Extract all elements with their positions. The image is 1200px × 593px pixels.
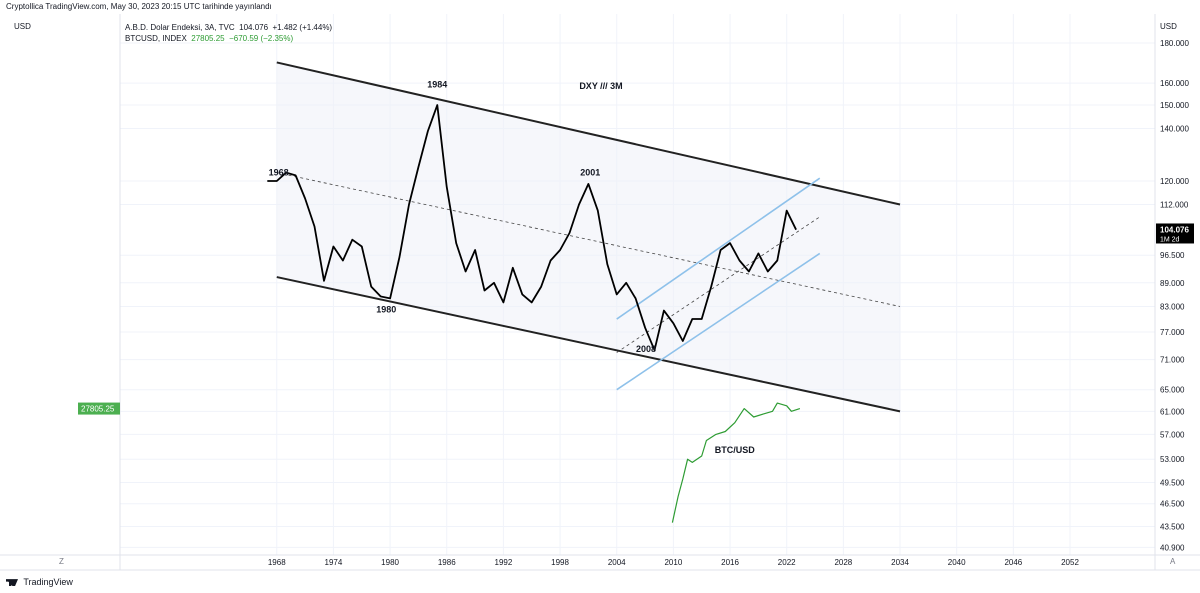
series2-legend[interactable]: BTCUSD, INDEX 27805.25 −670.59 (−2.35%) [125,34,293,43]
z-button[interactable]: Z [59,557,64,566]
currency-label-right: USD [1160,22,1177,31]
x-tick-label: 2052 [1061,558,1079,567]
outer-channel-upper [276,61,901,206]
channel-group [276,61,901,413]
x-tick-label: 1968 [268,558,286,567]
y-tick-label: 180.000 [1160,39,1189,48]
btc-price-badge-value: 27805.25 [81,405,115,414]
x-tick-label: 2028 [834,558,852,567]
y-tick-label: 77.000 [1160,328,1185,337]
series2-name: BTCUSD, INDEX [125,34,187,43]
x-tick-label: 2016 [721,558,739,567]
x-tick-label: 2004 [608,558,626,567]
btc-series-line [671,402,801,523]
y-tick-label: 89.000 [1160,279,1185,288]
inner-channel-lower [616,252,821,391]
price-axis[interactable]: 180.000 160.000 150.000 140.000 120.000 112.0… [1160,39,1189,552]
currency-label-left: USD [14,22,31,31]
x-tick-label: 2022 [778,558,796,567]
y-tick-label: 96.500 [1160,251,1185,260]
y-tick-label: 49.500 [1160,478,1185,487]
x-tick-label: 2034 [891,558,909,567]
annotation-label: 2008 [636,344,656,354]
y-tick-label: 140.000 [1160,125,1189,134]
annotation-label: 1980 [376,305,396,315]
series1-legend[interactable]: A.B.D. Dolar Endeksi, 3A, TVC 104.076 +1… [125,23,332,32]
y-tick-label: 61.000 [1160,407,1185,416]
series2-change: −670.59 (−2.35%) [229,34,294,43]
series-group [267,104,801,523]
x-tick-label: 1980 [381,558,399,567]
series1-change: +1.482 (+1.44%) [272,23,333,32]
series1-name: A.B.D. Dolar Endeksi, 3A, TVC [125,23,235,32]
y-tick-label: 83.000 [1160,303,1185,312]
series2-value: 27805.25 [191,34,225,43]
annotation-label: BTC/USD [715,445,755,455]
tradingview-brand: TradingView [23,577,73,587]
inner-channel-upper [616,177,821,320]
dxy-price-badge [1156,223,1194,244]
btc-price-badge [78,402,120,415]
y-tick-label: 43.500 [1160,522,1185,531]
x-tick-label: 2040 [948,558,966,567]
x-tick-label: 1986 [438,558,456,567]
annotation-label: 1984 [427,79,447,89]
outer-channel-midline [276,172,901,307]
dxy-series-line [267,104,797,352]
y-tick-label: 46.500 [1160,500,1185,509]
y-tick-label: 120.000 [1160,177,1189,186]
chart-title: DXY /// 3M [579,81,622,91]
y-tick-label: 71.000 [1160,356,1185,365]
x-tick-label: 2010 [664,558,682,567]
auto-scale-button[interactable]: A [1170,557,1176,566]
y-tick-label: 57.000 [1160,430,1185,439]
inner-channel-midline [616,216,820,353]
annotation-group: 1968 1984 1980 2001 2008 BTC/USD [269,79,756,454]
y-tick-label: 112.000 [1160,201,1189,210]
channel-fill [276,62,901,412]
y-tick-label: 65.000 [1160,386,1185,395]
price-badges: 104.076 1M 2d 27805.25 [78,223,1194,415]
x-tick-label: 1998 [551,558,569,567]
tradingview-logo: TradingView [6,577,73,587]
tradingview-logo-icon [6,579,18,587]
y-tick-label: 40.900 [1160,543,1185,552]
outer-channel-lower [276,276,901,413]
publisher-text: Cryptollica TradingView.com, May 30, 202… [6,2,272,11]
x-tick-label: 1992 [495,558,513,567]
x-tick-label: 2046 [1004,558,1022,567]
time-axis[interactable]: 1968 1974 1980 1986 1992 1998 2004 2010 2016 2022… [268,558,1080,567]
y-tick-label: 53.000 [1160,455,1185,464]
dxy-price-badge-value: 104.076 [1160,225,1189,234]
x-tick-label: 1974 [325,558,343,567]
series1-value: 104.076 [239,23,269,32]
dxy-price-badge-countdown: 1M 2d [1160,236,1180,243]
y-tick-label: 160.000 [1160,79,1189,88]
y-tick-label: 150.000 [1160,101,1189,110]
annotation-label: 1968 [269,167,289,177]
annotation-label: 2001 [580,167,600,177]
